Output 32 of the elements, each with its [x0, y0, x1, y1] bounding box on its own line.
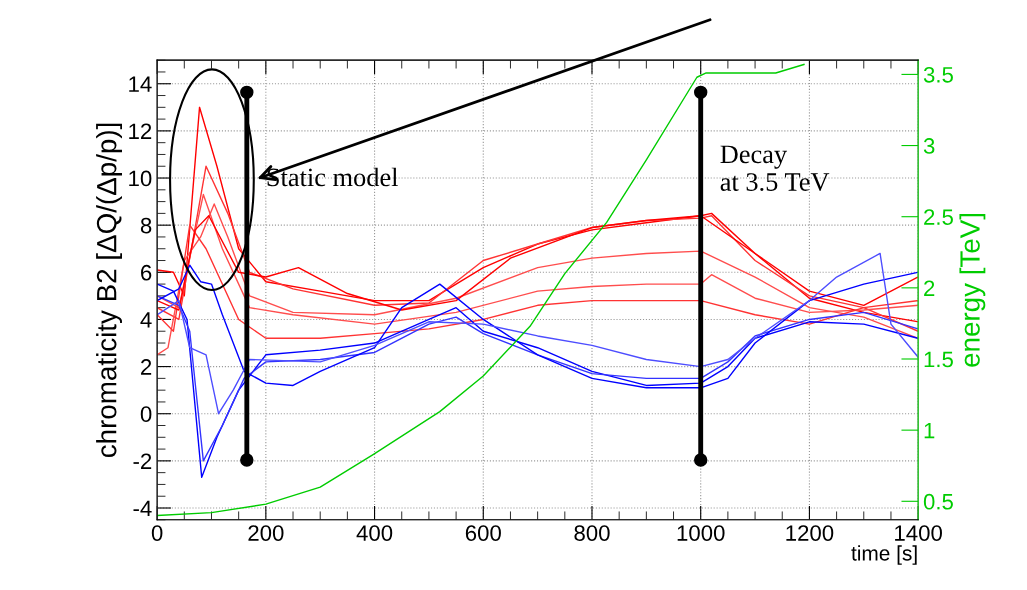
- line-series: [157, 252, 919, 415]
- x-tick-label: 1200: [786, 525, 834, 541]
- y2-tick-label: 1.5: [924, 351, 953, 368]
- y-axis-title: chromaticity B2 [ΔQ/(Δp/p)]: [96, 123, 122, 458]
- x-tick-label: 800: [574, 525, 610, 541]
- x-tick-label: 0: [151, 525, 163, 541]
- y-tick-label: 10: [129, 170, 152, 187]
- ref-line-label: Static model: [267, 167, 398, 187]
- x-tick-label: 1000: [677, 525, 725, 541]
- x-tick-label: 200: [248, 525, 284, 541]
- x-tick-label: 400: [356, 525, 393, 541]
- y-tick-label: 6: [141, 264, 152, 281]
- y-tick-label: 8: [140, 217, 152, 234]
- y2-tick-label: 2.5: [924, 209, 953, 225]
- y-tick-label: 14: [129, 76, 152, 92]
- y2-tick-label: 1: [924, 422, 935, 439]
- ref-line-label: Decay at 3.5 TeV: [720, 145, 830, 192]
- y2-tick-label: 2: [924, 280, 935, 296]
- x-axis-title: time [s]: [851, 545, 917, 565]
- y-tick-label: -2: [133, 453, 152, 469]
- y-tick-label: -4: [133, 500, 152, 517]
- x-tick-label: 1400: [895, 525, 942, 541]
- y-tick-label: 0: [140, 406, 152, 422]
- y-tick-label: 4: [140, 312, 152, 328]
- y2-tick-label: 0.5: [923, 493, 953, 510]
- y2-tick-label: 3.5: [923, 66, 953, 83]
- x-tick-label: 600: [465, 525, 501, 541]
- y2-axis-title: energy [TeV]: [959, 213, 986, 367]
- y-tick-label: 2: [141, 359, 152, 375]
- y2-tick-label: 3: [923, 138, 935, 154]
- line-series: [157, 106, 919, 323]
- y-tick-label: 12: [129, 123, 152, 139]
